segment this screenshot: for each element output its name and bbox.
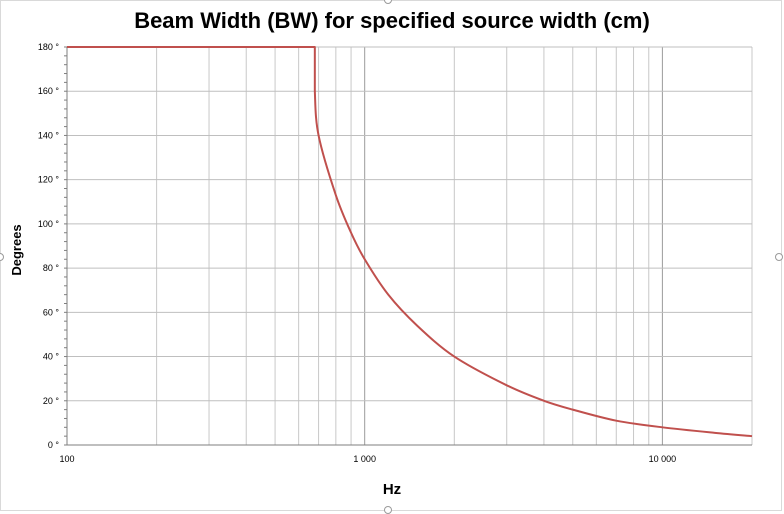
y-tick-label: 140 °	[38, 130, 60, 140]
x-axis-title: Hz	[382, 481, 402, 498]
y-tick-label: 100 °	[38, 219, 60, 229]
y-tick-label: 160 °	[38, 86, 60, 96]
x-tick-label: 1 000	[353, 454, 376, 464]
y-tick-label: 120 °	[38, 175, 60, 185]
chart-title: Beam Width (BW) for specified source wid…	[134, 8, 650, 33]
y-tick-label: 20 °	[43, 396, 60, 406]
y-tick-label: 40 °	[43, 352, 60, 362]
minor-gridlines	[156, 47, 753, 445]
y-tick-label: 0 °	[48, 440, 60, 450]
series-line-0	[67, 46, 753, 438]
x-tick-label: 100	[59, 454, 74, 464]
series-group	[67, 46, 753, 438]
axes	[64, 46, 752, 446]
y-tick-label: 80 °	[43, 263, 60, 273]
y-tick-label: 180 °	[38, 42, 60, 52]
y-tick-label: 60 °	[43, 307, 60, 317]
x-tick-label: 10 000	[649, 454, 677, 464]
tick-labels: 0 ° 20 ° 40 ° 60 ° 80 ° 100 ° 120 ° 140 ° 160 ° 1…	[38, 42, 676, 464]
selection-handle-right[interactable]	[775, 253, 783, 261]
